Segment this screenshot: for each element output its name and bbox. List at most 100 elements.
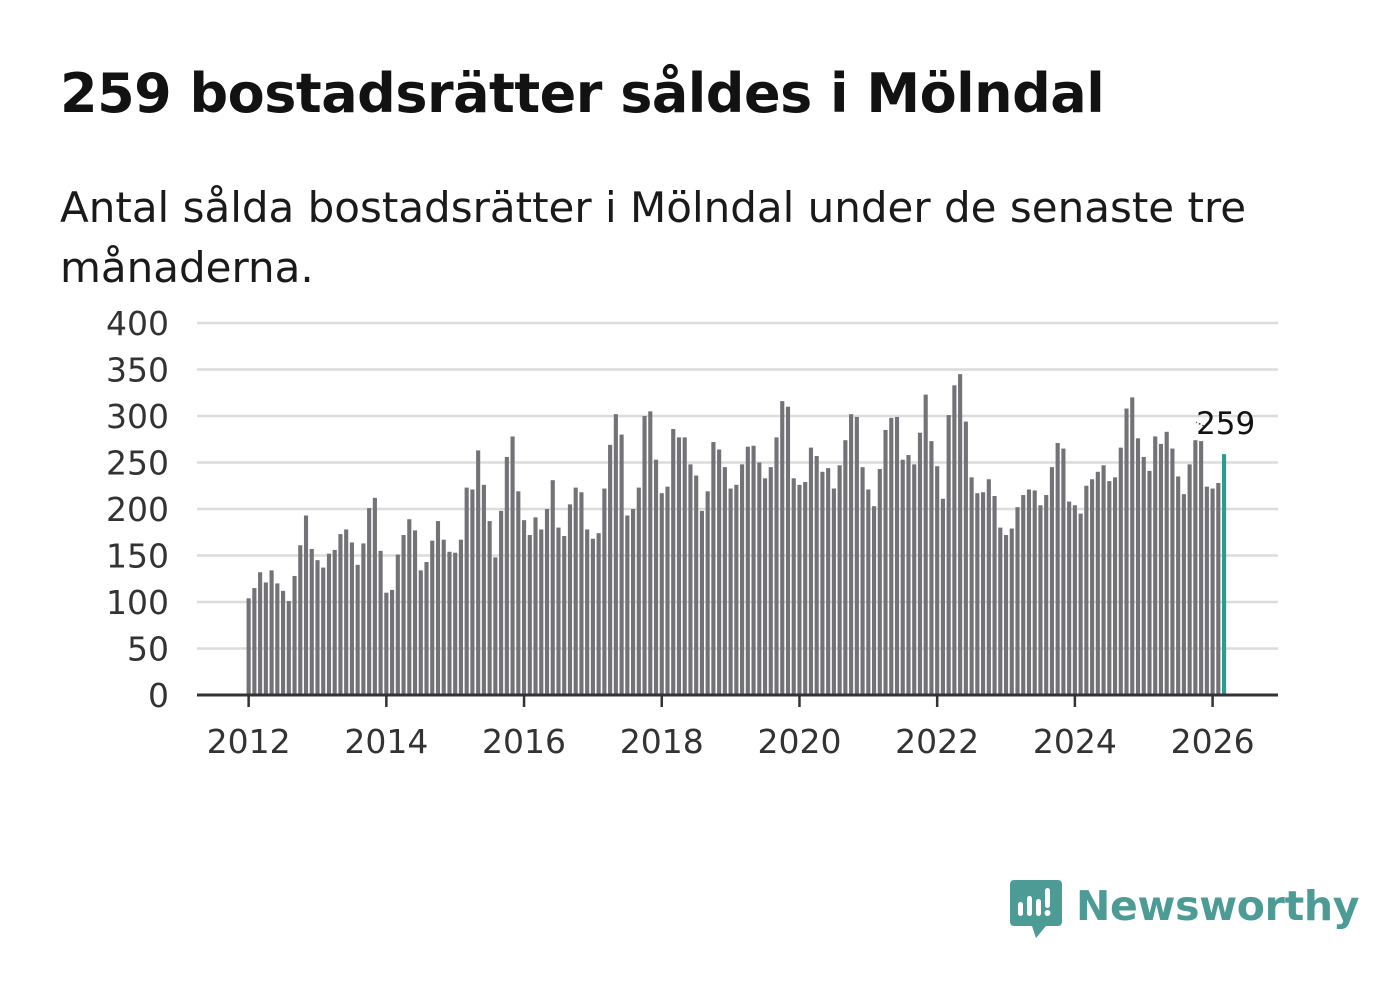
bar	[1009, 528, 1014, 695]
bar	[487, 521, 492, 695]
bar	[246, 598, 251, 695]
bar	[854, 416, 859, 695]
bar	[820, 471, 825, 695]
bar	[619, 434, 624, 695]
bar	[384, 592, 389, 695]
bar	[728, 488, 733, 695]
y-tick-label: 50	[127, 630, 169, 669]
x-tick-label: 2014	[344, 722, 428, 761]
bar	[412, 530, 418, 695]
chart-subtitle: Antal sålda bostadsrätter i Mölndal unde…	[60, 183, 1247, 292]
bar	[1021, 495, 1026, 695]
bar	[1130, 397, 1135, 695]
bar	[722, 467, 727, 695]
bar	[1216, 482, 1221, 695]
bar	[493, 557, 498, 695]
bar	[877, 469, 882, 695]
bar	[447, 551, 452, 695]
bar	[424, 562, 429, 695]
bar	[843, 440, 848, 695]
bar	[596, 533, 601, 695]
bar	[717, 449, 722, 695]
bar	[1072, 505, 1077, 695]
bar	[998, 527, 1003, 695]
y-tick-label: 0	[148, 676, 169, 715]
bar	[1015, 507, 1020, 695]
bar	[263, 582, 268, 695]
newsworthy-logo-icon	[1010, 880, 1062, 938]
bar	[1003, 535, 1009, 695]
bar	[590, 538, 595, 695]
bar	[826, 468, 831, 695]
bar	[659, 493, 664, 695]
bar	[476, 450, 481, 695]
y-tick-label: 400	[106, 304, 169, 343]
bar	[751, 445, 756, 695]
bar	[883, 429, 888, 695]
bar	[981, 492, 986, 695]
bar	[510, 436, 515, 695]
bar	[1181, 494, 1186, 695]
bar	[303, 515, 309, 695]
bar	[694, 475, 699, 695]
bar	[1124, 408, 1129, 695]
bar	[481, 484, 486, 695]
bar	[992, 495, 997, 695]
bar	[665, 486, 670, 695]
bar	[550, 480, 555, 695]
bar	[768, 467, 773, 695]
bar-latest	[1222, 454, 1227, 695]
bar	[1158, 443, 1164, 695]
bar	[791, 478, 796, 695]
bar	[849, 414, 854, 695]
bar	[533, 517, 538, 695]
bar	[958, 374, 963, 695]
x-tick-label: 2016	[482, 722, 566, 761]
brand-name: Newsworthy	[1076, 882, 1360, 930]
bar-chart: 0 50 100 150 200 250 300 350 400 2012 2014 2016 2018…	[106, 304, 1278, 761]
x-tick-label: 2022	[895, 722, 979, 761]
bar	[1164, 431, 1169, 695]
y-tick-label: 350	[106, 351, 169, 390]
bar	[785, 406, 791, 695]
bar	[1176, 476, 1181, 695]
bar	[298, 545, 303, 695]
bar	[470, 489, 475, 695]
bar	[602, 488, 607, 695]
y-tick-label: 100	[106, 583, 169, 622]
bar	[1084, 485, 1089, 695]
bar	[286, 601, 291, 695]
bar	[1135, 438, 1141, 695]
bar	[1049, 467, 1054, 695]
bar	[1032, 490, 1037, 695]
bar	[458, 539, 463, 695]
bar	[912, 464, 917, 695]
bar	[1038, 505, 1043, 695]
bar	[1141, 456, 1146, 695]
bar	[367, 508, 372, 695]
bar	[946, 415, 951, 695]
y-tick-label: 300	[106, 397, 169, 436]
bar	[745, 446, 750, 695]
bar	[923, 394, 928, 695]
y-tick-label: 250	[106, 444, 169, 483]
bar	[309, 548, 314, 695]
bar	[1095, 471, 1100, 695]
bar	[625, 515, 630, 695]
bar	[762, 478, 768, 695]
bar	[1090, 479, 1095, 695]
bar	[258, 572, 263, 695]
bar	[808, 447, 814, 695]
bar	[671, 429, 676, 695]
bar	[516, 491, 521, 695]
bar	[682, 437, 687, 695]
bar	[688, 464, 693, 695]
bar	[315, 560, 320, 695]
bar	[757, 462, 762, 695]
x-tick-label: 2024	[1033, 722, 1117, 761]
bar	[676, 437, 682, 695]
bar	[613, 414, 618, 695]
bar	[1078, 513, 1083, 695]
bar	[969, 477, 974, 695]
bar	[1147, 470, 1152, 695]
